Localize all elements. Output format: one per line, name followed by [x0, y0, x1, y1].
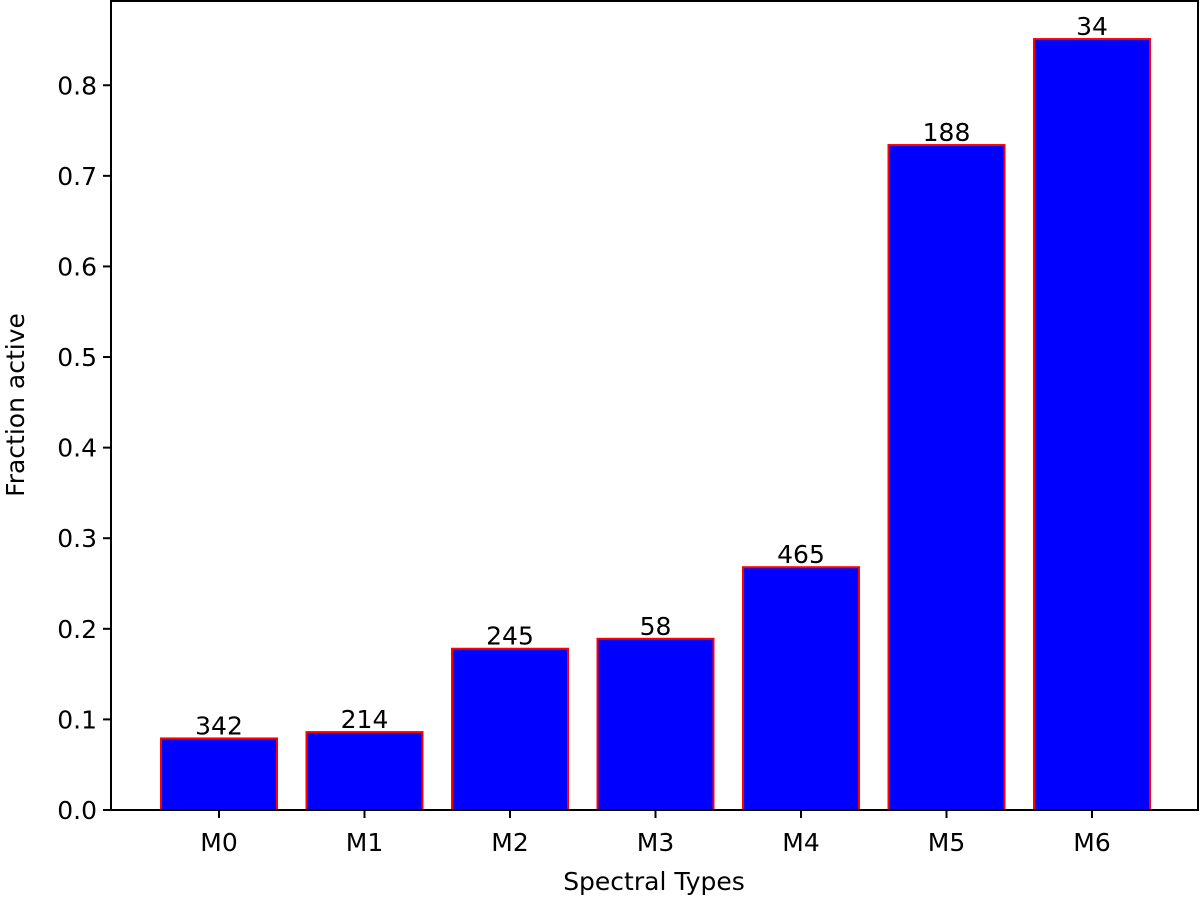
bar-labels-group: 342 214 245 58 465 188 34	[195, 12, 1108, 740]
x-tick-label: M5	[928, 828, 965, 857]
y-tick-label: 0.8	[57, 71, 97, 100]
x-tick-label: M6	[1073, 828, 1110, 857]
y-axis-ticks: 0.0 0.1 0.2 0.3 0.4 0.5 0.6 0.7 0.8	[57, 71, 111, 825]
y-tick-label: 0.6	[57, 252, 97, 281]
bar-m4	[742, 566, 860, 811]
x-axis-ticks: M0 M1 M2 M3 M4 M5 M6	[200, 810, 1111, 857]
bar-m2	[451, 647, 569, 812]
bar-m6	[1033, 38, 1151, 812]
bar-value-label-m1: 214	[341, 705, 389, 734]
bar-m0	[160, 737, 278, 812]
plot-frame	[110, 0, 1199, 811]
bar-m5	[887, 144, 1006, 811]
y-tick-label: 0.1	[57, 705, 97, 734]
x-axis-label: Spectral Types	[563, 867, 745, 896]
y-tick-label: 0.4	[57, 434, 97, 463]
bars-group	[160, 38, 1151, 812]
bar-m1	[305, 731, 424, 812]
bar-value-label-m0: 342	[195, 711, 243, 740]
x-tick-label: M3	[637, 828, 674, 857]
bar-value-label-m2: 245	[486, 622, 534, 651]
y-axis-label: Fraction active	[1, 313, 30, 497]
bar-value-label-m6: 34	[1076, 12, 1108, 41]
x-tick-label: M2	[491, 828, 528, 857]
y-tick-label: 0.3	[57, 524, 97, 553]
x-tick-label: M4	[782, 828, 819, 857]
bar-value-label-m4: 465	[777, 540, 825, 569]
y-tick-label: 0.5	[57, 343, 97, 372]
bar-value-label-m5: 188	[923, 118, 971, 147]
x-tick-label: M1	[346, 828, 383, 857]
y-tick-label: 0.7	[57, 162, 97, 191]
y-tick-label: 0.2	[57, 615, 97, 644]
bar-m3	[596, 637, 715, 811]
bar-value-label-m3: 58	[640, 612, 672, 641]
y-tick-label: 0.0	[57, 796, 97, 825]
x-tick-label: M0	[200, 828, 237, 857]
